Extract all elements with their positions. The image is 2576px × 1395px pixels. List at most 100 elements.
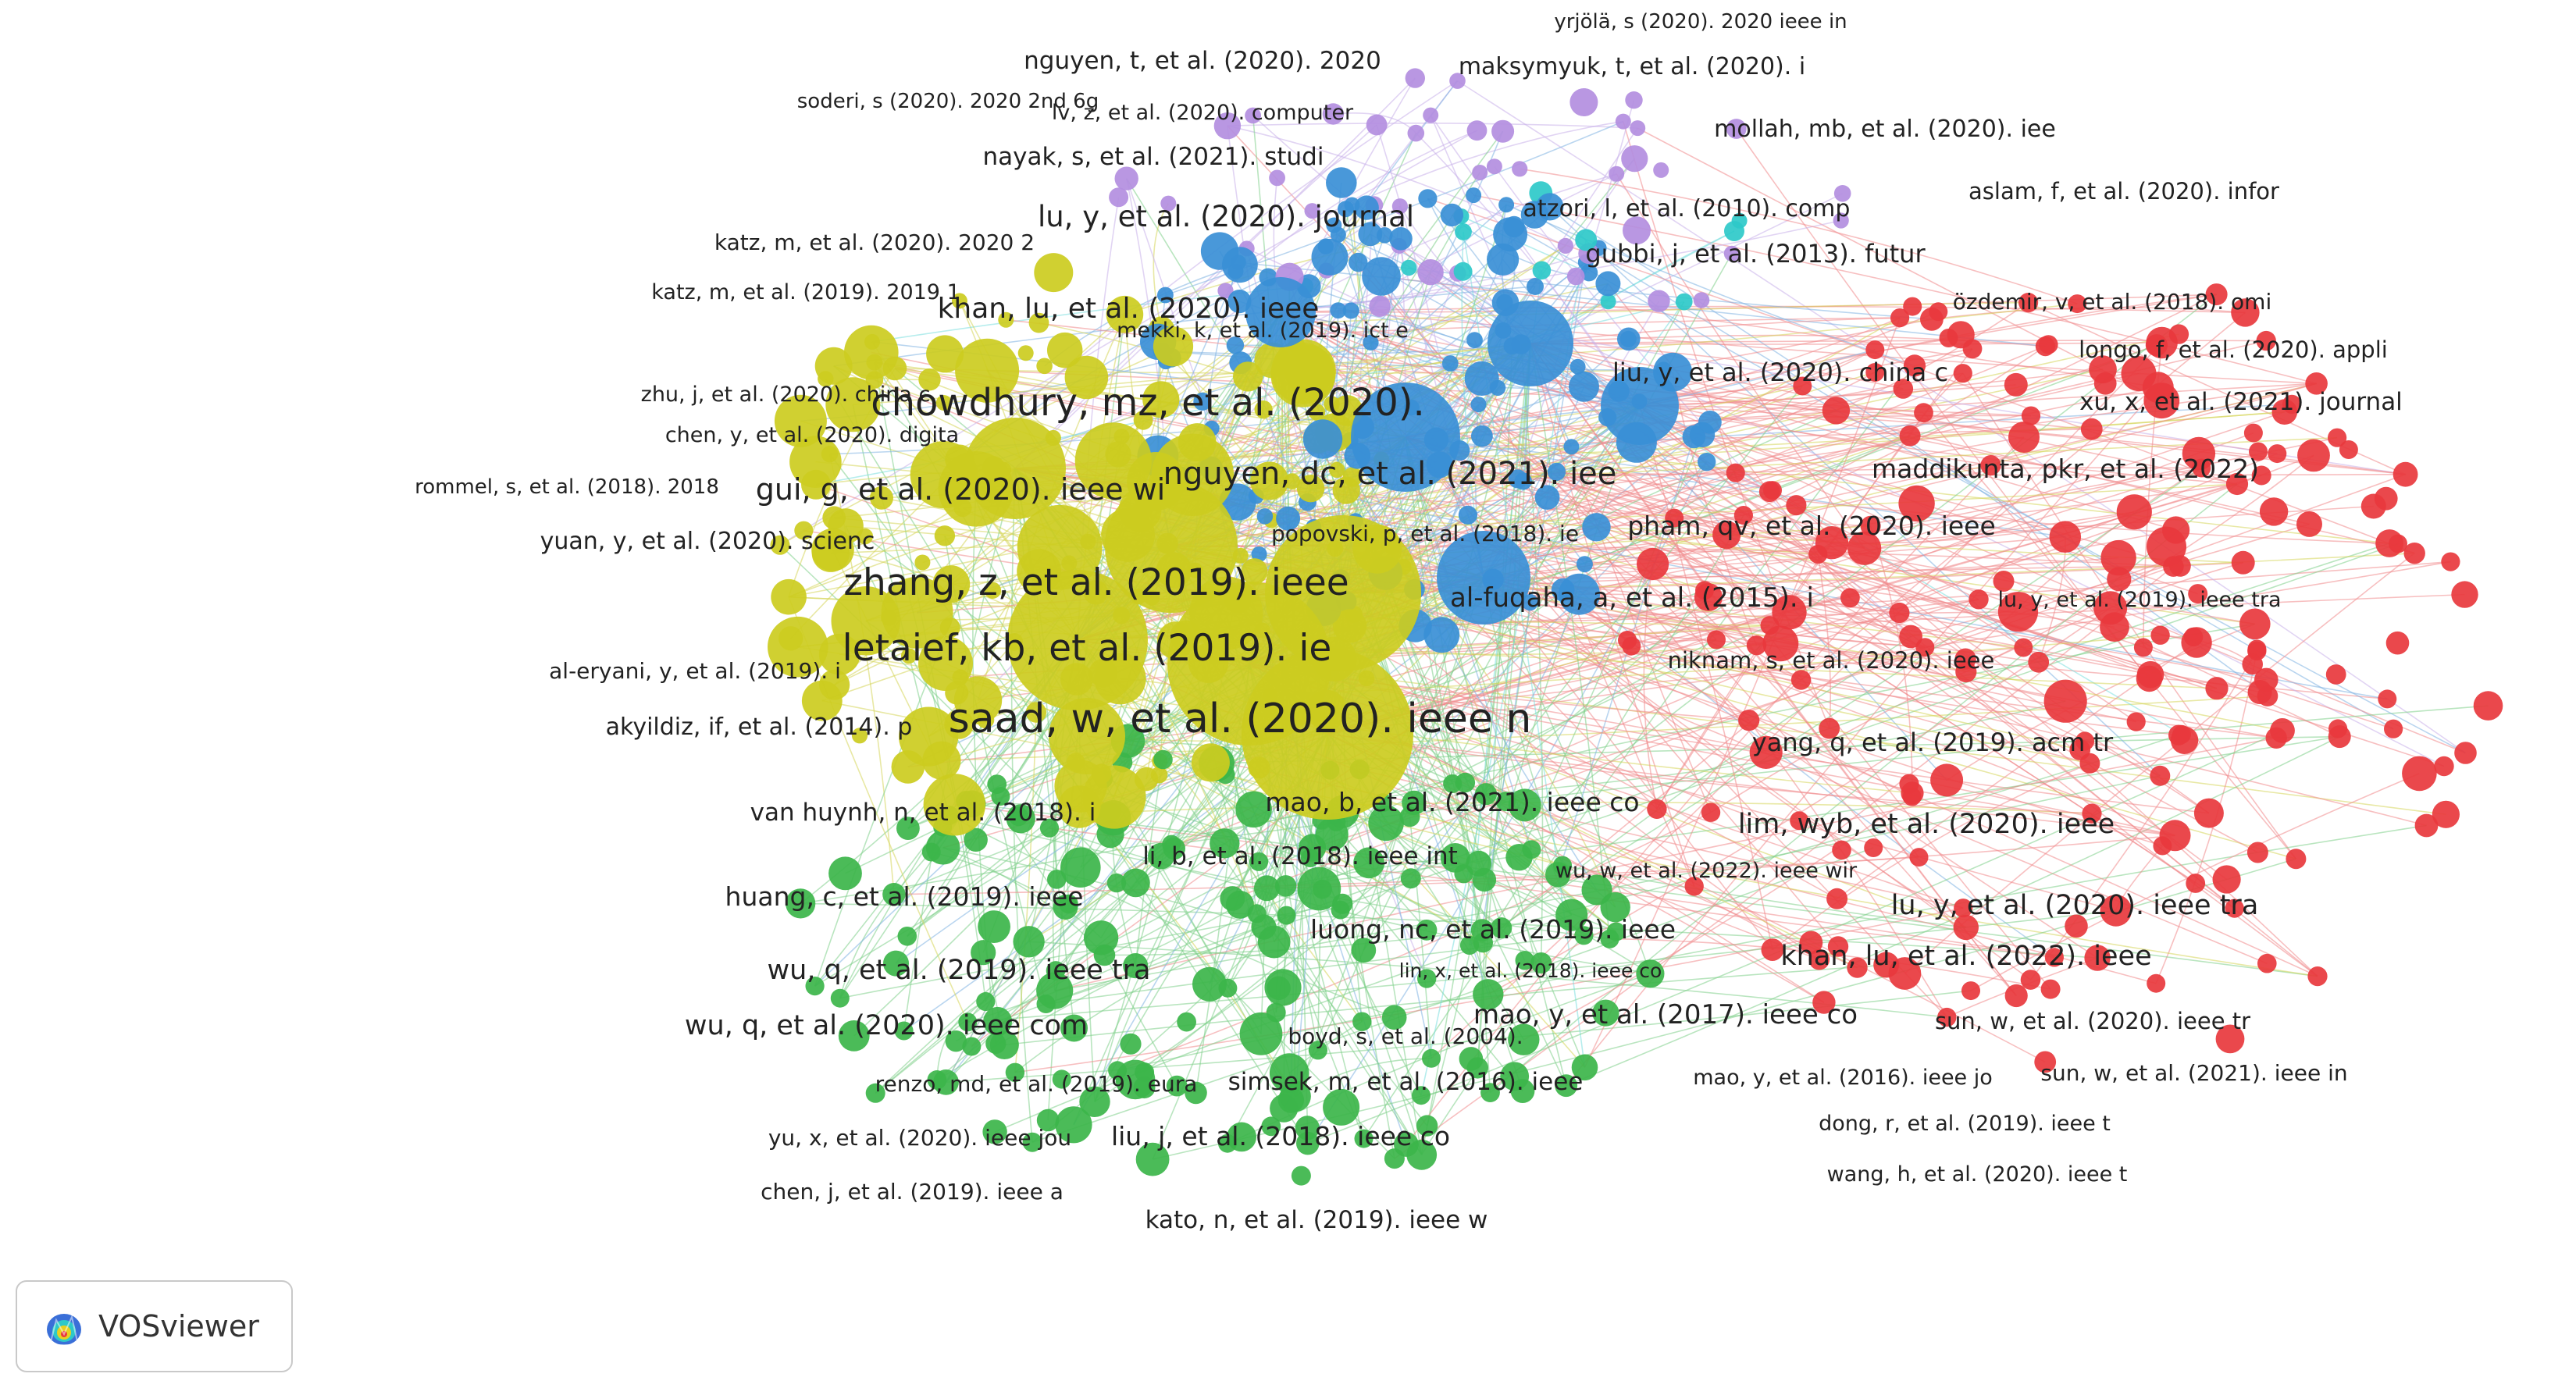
node-red[interactable] — [2360, 493, 2386, 519]
node-yellow[interactable] — [955, 338, 1020, 403]
node-blue[interactable] — [1256, 508, 1274, 525]
node-red[interactable] — [2393, 461, 2418, 487]
node-label[interactable]: kato, n, et al. (2019). ieee w — [1145, 1206, 1488, 1234]
node-purple[interactable] — [1566, 267, 1585, 286]
node-yellow[interactable] — [1242, 648, 1413, 820]
node-label[interactable]: aslam, f, et al. (2020). infor — [1969, 178, 2279, 205]
node-red[interactable] — [2093, 591, 2128, 625]
node-red[interactable] — [2451, 581, 2478, 608]
node-cyan[interactable] — [1401, 259, 1417, 276]
node-red[interactable] — [1997, 592, 2039, 632]
node-blue[interactable] — [1389, 227, 1413, 251]
node-yellow[interactable] — [984, 582, 1002, 599]
node-label[interactable]: khan, lu, et al. (2022). ieee — [1780, 941, 2151, 972]
node-label[interactable]: lv, z, et al. (2020). computer — [1052, 101, 1354, 125]
node-red[interactable] — [1637, 547, 1669, 581]
node-purple[interactable] — [1623, 216, 1651, 245]
node-blue[interactable] — [1342, 302, 1359, 319]
node-green[interactable] — [1412, 1086, 1431, 1105]
node-green[interactable] — [1416, 920, 1438, 941]
node-red[interactable] — [1920, 308, 1944, 331]
node-red[interactable] — [1707, 630, 1726, 649]
node-yellow[interactable] — [951, 293, 967, 309]
node-red[interactable] — [2116, 494, 2152, 530]
node-label[interactable]: yang, q, et al. (2019). acm tr — [1752, 728, 2114, 757]
node-red[interactable] — [1864, 838, 1883, 857]
node-green[interactable] — [982, 1119, 1007, 1144]
node-green[interactable] — [786, 888, 816, 919]
node-red[interactable] — [1937, 1007, 1957, 1027]
node-purple[interactable] — [1833, 212, 1849, 229]
node-yellow[interactable] — [811, 528, 854, 571]
node-red[interactable] — [1647, 799, 1667, 819]
node-red[interactable] — [1701, 802, 1721, 822]
node-purple[interactable] — [1630, 120, 1646, 137]
node-label[interactable]: zhang, z, et al. (2019). ieee — [843, 561, 1349, 604]
node-green[interactable] — [896, 817, 920, 840]
node-purple[interactable] — [1648, 290, 1670, 312]
node-red[interactable] — [2035, 336, 2055, 357]
node-blue[interactable] — [1440, 203, 1464, 227]
node-purple[interactable] — [1833, 185, 1851, 202]
node-yellow[interactable] — [1241, 558, 1268, 585]
node-blue[interactable] — [1471, 425, 1493, 447]
node-red[interactable] — [1847, 957, 1868, 978]
node-label[interactable]: chen, j, et al. (2019). ieee a — [761, 1179, 1064, 1205]
node-blue[interactable] — [1351, 383, 1460, 492]
node-label[interactable]: gui, g, et al. (2020). ieee wi — [756, 472, 1166, 507]
node-red[interactable] — [2246, 842, 2268, 863]
node-red[interactable] — [2385, 631, 2410, 655]
node-label[interactable]: lin, x, et al. (2018). ieee co — [1399, 959, 1662, 982]
node-blue[interactable] — [1488, 301, 1573, 386]
node-red[interactable] — [1761, 938, 1784, 961]
node-yellow[interactable] — [1047, 332, 1083, 368]
node-purple[interactable] — [1269, 169, 1285, 187]
node-green[interactable] — [1261, 1116, 1281, 1137]
node-green[interactable] — [1297, 867, 1341, 911]
node-label[interactable]: letaief, kb, et al. (2019). ie — [843, 627, 1332, 670]
node-red[interactable] — [1738, 710, 1760, 731]
node-green[interactable] — [1079, 1086, 1110, 1118]
node-red[interactable] — [2082, 803, 2102, 824]
node-label[interactable]: wu, q, et al. (2020). ieee com — [685, 1010, 1088, 1041]
node-green[interactable] — [1480, 1083, 1500, 1102]
node-label[interactable]: soderi, s (2020). 2020 2nd 6g — [797, 90, 1099, 113]
node-green[interactable] — [1440, 843, 1470, 873]
node-green[interactable] — [1257, 925, 1291, 959]
node-red[interactable] — [2296, 511, 2322, 537]
node-red[interactable] — [1901, 781, 1924, 805]
node-purple[interactable] — [1491, 119, 1515, 143]
node-red[interactable] — [2008, 422, 2040, 453]
node-blue[interactable] — [1338, 201, 1354, 218]
node-green[interactable] — [987, 774, 1007, 794]
node-red[interactable] — [2225, 899, 2244, 918]
node-green[interactable] — [828, 856, 862, 891]
node-blue[interactable] — [1547, 462, 1566, 482]
node-blue[interactable] — [1437, 531, 1530, 625]
node-red[interactable] — [1840, 588, 1860, 608]
node-purple[interactable] — [1366, 114, 1388, 136]
node-red[interactable] — [2402, 756, 2437, 792]
node-blue[interactable] — [1423, 617, 1460, 653]
node-yellow[interactable] — [1017, 504, 1103, 590]
node-green[interactable] — [1083, 920, 1119, 956]
node-yellow[interactable] — [1191, 743, 1230, 782]
node-red[interactable] — [1665, 508, 1684, 528]
node-red[interactable] — [1733, 506, 1753, 525]
node-yellow[interactable] — [1036, 358, 1053, 375]
node-green[interactable] — [1571, 1054, 1598, 1081]
node-green[interactable] — [1581, 874, 1612, 906]
node-blue[interactable] — [1521, 593, 1539, 611]
node-green[interactable] — [1291, 1165, 1311, 1186]
node-green[interactable] — [1636, 959, 1665, 988]
node-red[interactable] — [2259, 497, 2289, 526]
node-red[interactable] — [2040, 979, 2061, 999]
node-yellow[interactable] — [794, 521, 814, 540]
node-yellow[interactable] — [768, 616, 828, 678]
node-green[interactable] — [1555, 899, 1588, 931]
node-red[interactable] — [1980, 455, 2001, 476]
node-red[interactable] — [2020, 970, 2041, 990]
node-green[interactable] — [1253, 875, 1280, 902]
node-green[interactable] — [1036, 972, 1074, 1009]
node-yellow[interactable] — [1250, 461, 1289, 500]
